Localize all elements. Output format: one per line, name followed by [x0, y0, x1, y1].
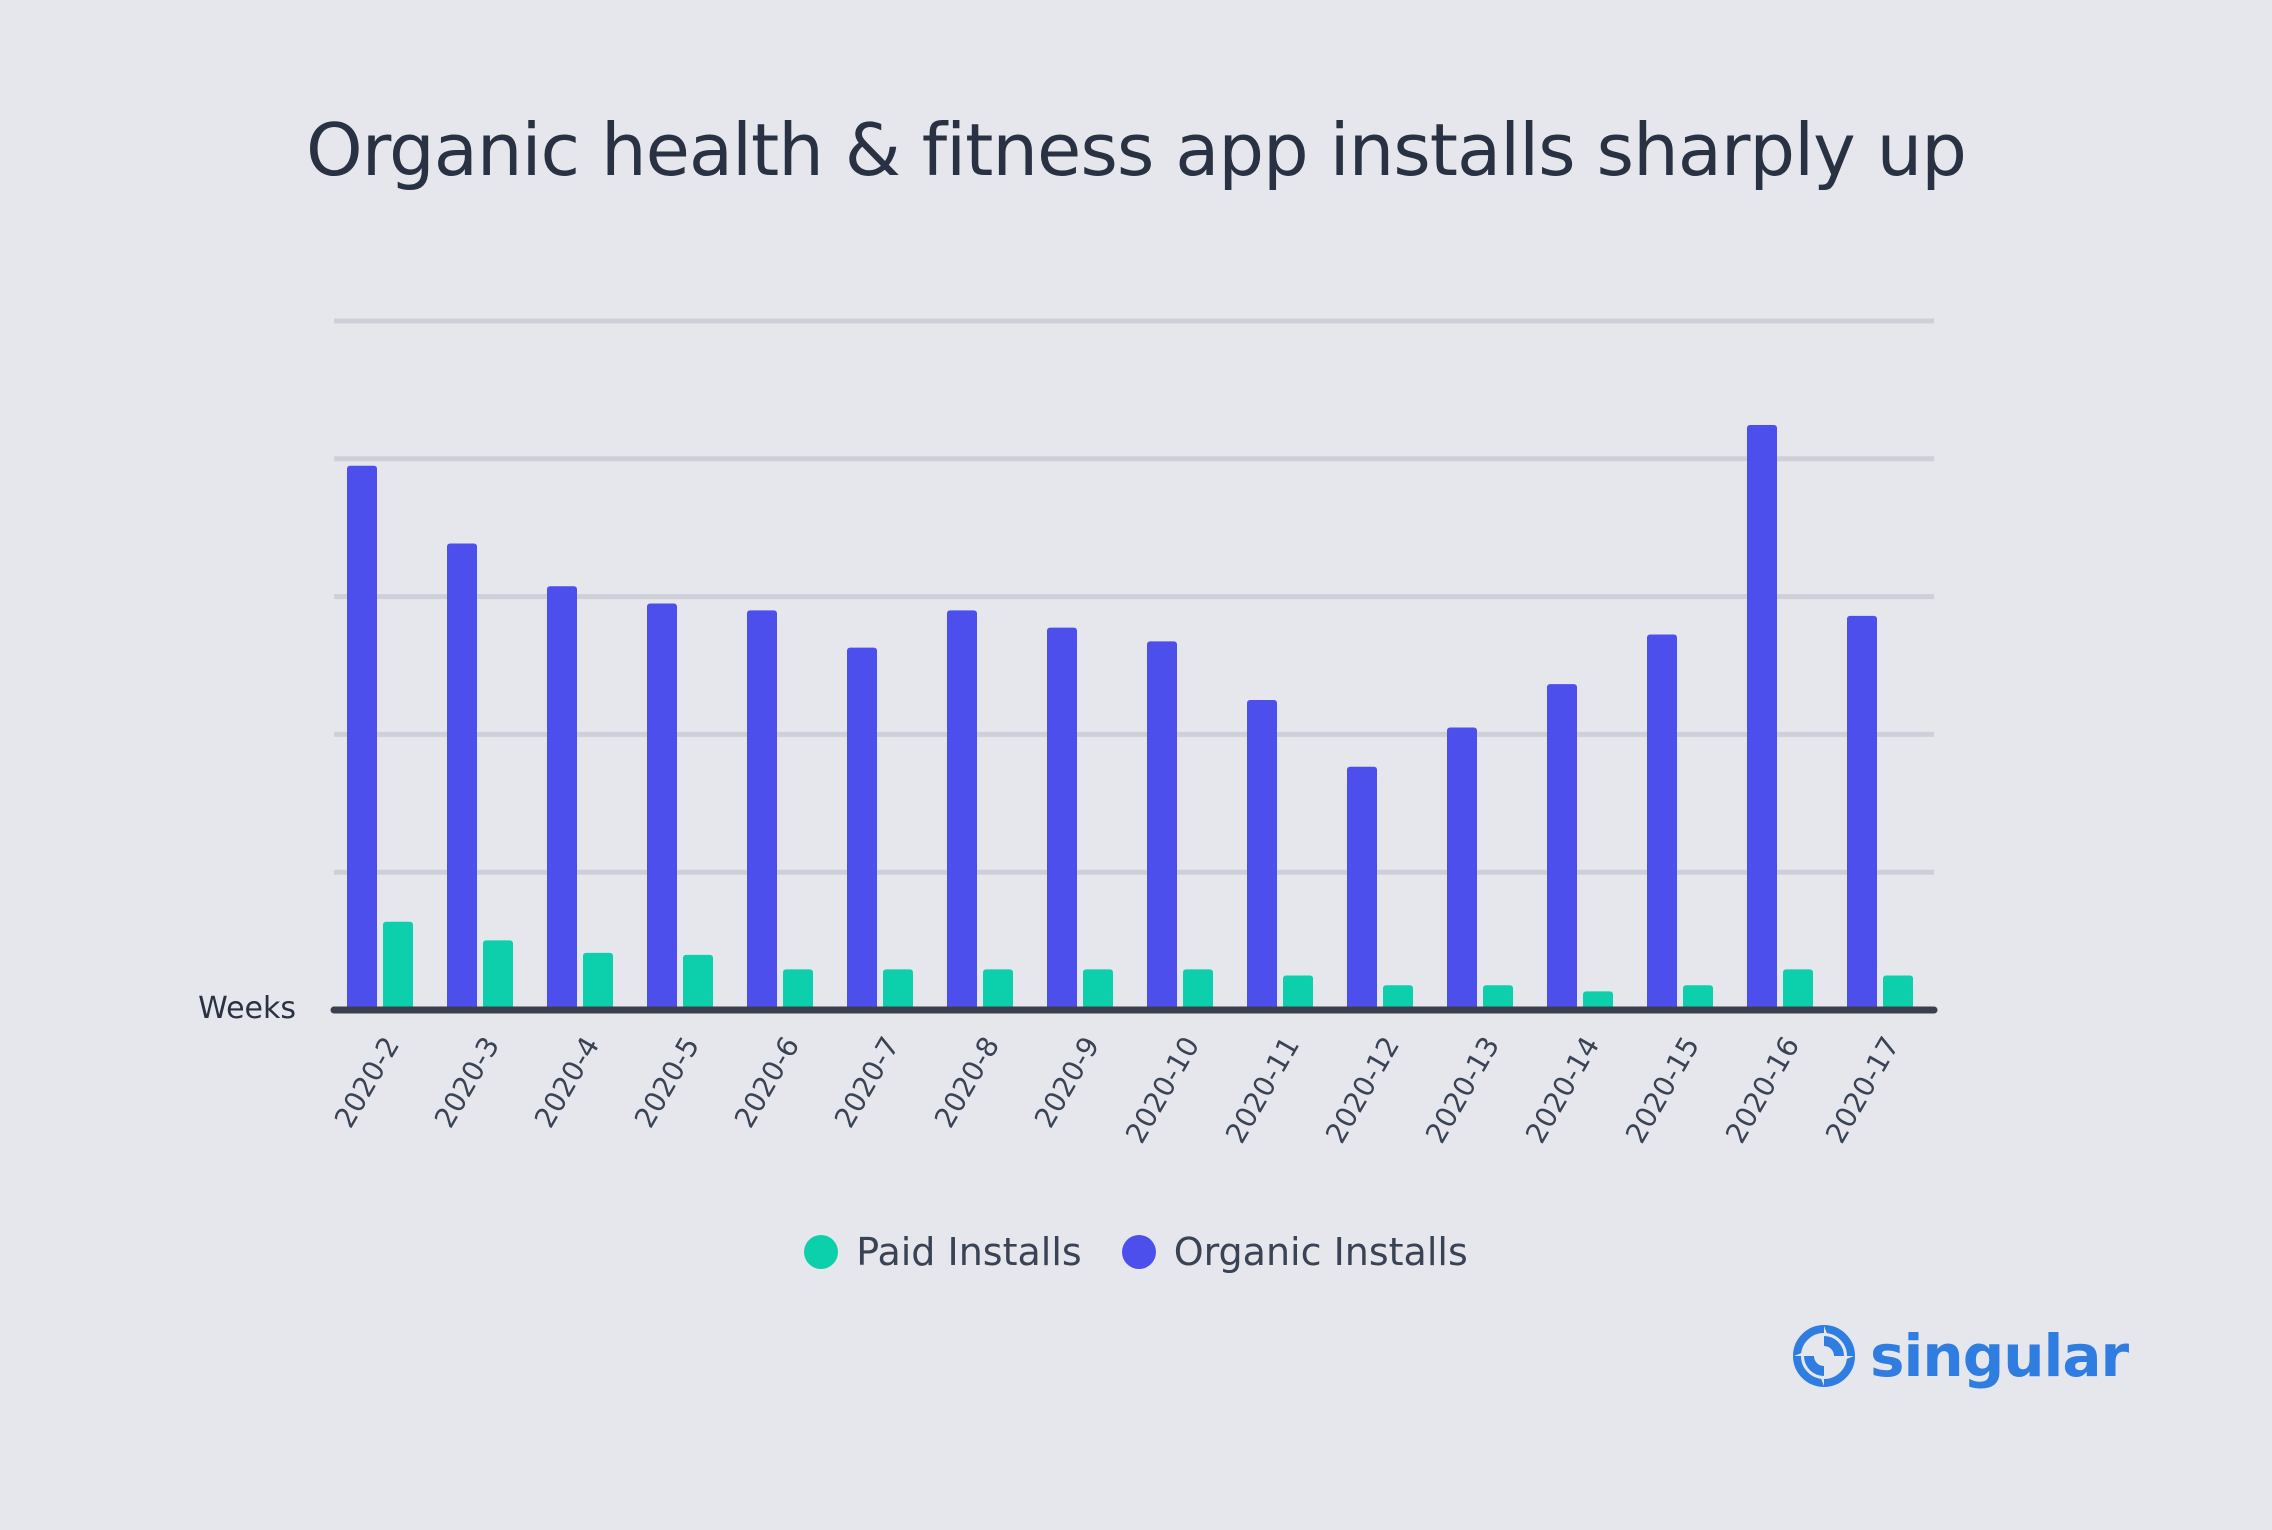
x-tick-label: 2020-4	[528, 1031, 606, 1133]
organic-bar	[1747, 425, 1777, 1010]
x-tick-label: 2020-8	[928, 1031, 1006, 1133]
paid-bar	[1683, 985, 1713, 1010]
logo-wordmark: singular	[1870, 1322, 2129, 1390]
x-tick-label: 2020-12	[1319, 1031, 1406, 1149]
paid-bar	[1483, 985, 1513, 1010]
x-tick-label: 2020-9	[1028, 1031, 1106, 1133]
organic-bar	[1347, 766, 1377, 1010]
x-axis-label: Weeks	[198, 991, 296, 1026]
organic-bar	[1147, 641, 1177, 1010]
legend-item-paid: Paid Installs	[804, 1230, 1082, 1274]
singular-aperture-icon	[1793, 1325, 1855, 1387]
organic-bar	[1647, 634, 1677, 1010]
chart-title: Organic health & fitness app installs sh…	[306, 108, 1967, 192]
organic-bar	[347, 465, 377, 1010]
paid-bar	[1883, 975, 1913, 1010]
paid-bar	[1783, 969, 1813, 1010]
organic-bar	[1547, 684, 1577, 1010]
x-tick-label: 2020-7	[828, 1031, 906, 1133]
paid-legend-label: Paid Installs	[856, 1230, 1082, 1274]
singular-logo: singular	[1792, 1322, 2129, 1390]
organic-bar	[447, 543, 477, 1010]
paid-bar	[1583, 991, 1613, 1010]
x-tick-label: 2020-15	[1619, 1031, 1706, 1149]
organic-bar	[747, 610, 777, 1010]
x-tick-label: 2020-3	[428, 1031, 506, 1133]
x-tick-label: 2020-13	[1419, 1031, 1506, 1149]
paid-bar	[1183, 969, 1213, 1010]
paid-bar	[1283, 975, 1313, 1010]
x-tick-label: 2020-16	[1719, 1031, 1806, 1149]
x-tick-label: 2020-2	[328, 1031, 406, 1133]
x-tick-label: 2020-5	[628, 1031, 706, 1133]
x-tick-label: 2020-17	[1819, 1031, 1906, 1149]
paid-bar	[1083, 969, 1113, 1010]
x-tick-label: 2020-6	[728, 1031, 806, 1133]
paid-legend-marker	[804, 1235, 839, 1269]
organic-bar	[847, 647, 877, 1010]
organic-bar	[1247, 699, 1277, 1010]
x-tick-label: 2020-14	[1519, 1031, 1606, 1149]
x-tick-label: 2020-11	[1219, 1031, 1306, 1149]
bar-chart: 2020-2 2020-3 2020-4 2020-5 2020-6 2020-7 2020…	[198, 318, 1938, 1149]
organic-bar	[1847, 615, 1877, 1010]
organic-bar	[1447, 727, 1477, 1010]
organic-legend-label: Organic Installs	[1173, 1230, 1468, 1274]
paid-bar	[383, 921, 413, 1010]
organic-bar	[547, 586, 577, 1010]
paid-bar	[883, 969, 913, 1010]
paid-bar	[783, 969, 813, 1010]
paid-bar	[683, 954, 713, 1010]
paid-bar	[583, 952, 613, 1010]
legend-item-organic: Organic Installs	[1121, 1230, 1468, 1274]
x-tick-label: 2020-10	[1119, 1031, 1206, 1149]
paid-bar	[983, 969, 1013, 1010]
chart-legend: Paid Installs Organic Installs	[0, 1230, 2272, 1274]
organic-legend-marker	[1121, 1235, 1156, 1269]
organic-bar	[647, 603, 677, 1010]
paid-bar	[1383, 985, 1413, 1010]
organic-bar	[1047, 627, 1077, 1010]
paid-bar	[483, 940, 513, 1010]
organic-bar	[947, 610, 977, 1010]
